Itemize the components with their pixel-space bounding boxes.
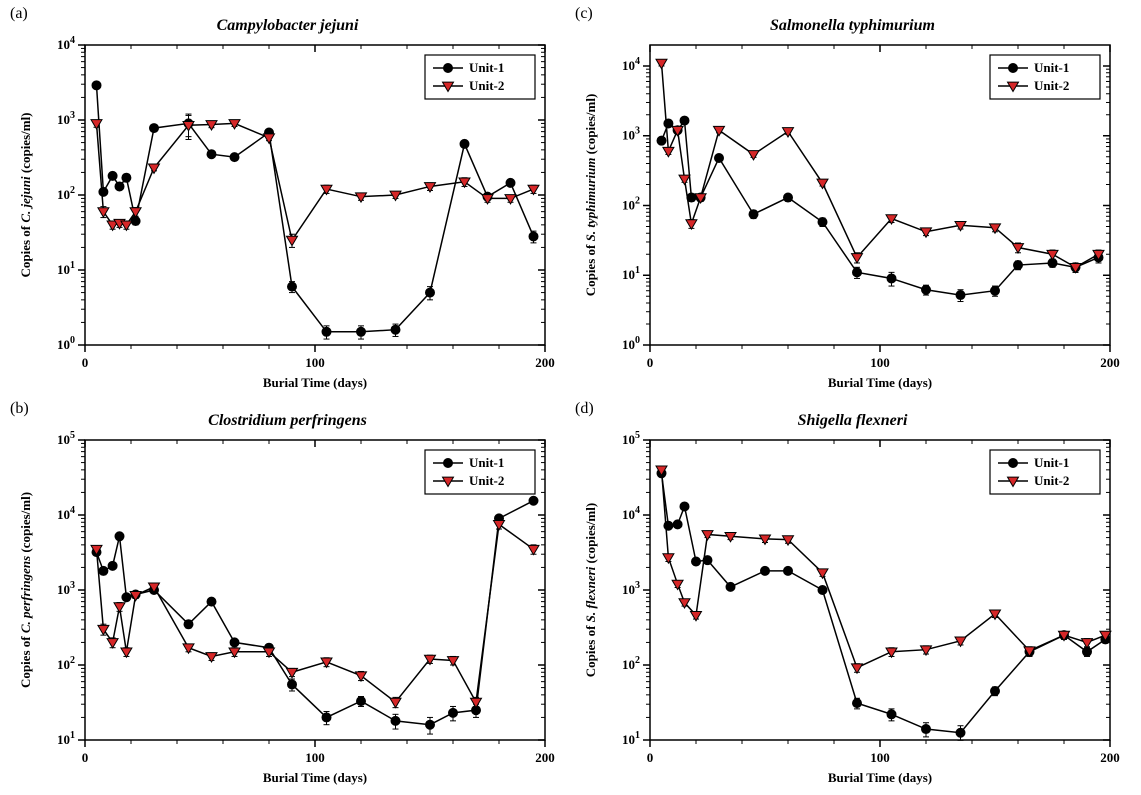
- svg-text:100: 100: [57, 335, 75, 352]
- svg-text:0: 0: [647, 750, 654, 765]
- svg-text:103: 103: [622, 580, 640, 597]
- panel-b-title: Clostridium perfringens: [10, 412, 565, 430]
- panel-d-title: Shigella flexneri: [575, 412, 1130, 430]
- svg-text:Burial Time (days): Burial Time (days): [828, 770, 932, 785]
- svg-text:Unit-1: Unit-1: [469, 60, 504, 75]
- svg-text:200: 200: [535, 355, 555, 370]
- panel-a-svg: 0 100 200 100 101 102 103 104 Burial Time (days)…: [10, 5, 565, 395]
- panel-b-svg: 0 100 200 101 102 103 104 105 Burial Time (days)…: [10, 400, 565, 790]
- svg-text:0: 0: [647, 355, 654, 370]
- svg-text:0: 0: [82, 750, 89, 765]
- panel-c: (c) Salmonella typhimurium 0100200100101…: [575, 5, 1130, 395]
- svg-text:103: 103: [57, 110, 75, 127]
- panel-d: (d) Shigella flexneri 010020010110210310…: [575, 400, 1130, 790]
- svg-text:Burial Time (days): Burial Time (days): [263, 770, 367, 785]
- svg-text:105: 105: [57, 430, 75, 447]
- panel-a: (a) Campylobacter jejuni 010020010010110…: [10, 5, 565, 395]
- svg-text:104: 104: [57, 505, 75, 522]
- svg-text:100: 100: [305, 355, 325, 370]
- svg-text:100: 100: [870, 750, 890, 765]
- svg-text:Unit-2: Unit-2: [469, 78, 504, 93]
- panel-d-svg: 0 100 200 101 102 103 104 105 Burial Time (days)…: [575, 400, 1130, 790]
- svg-text:Unit-1: Unit-1: [469, 455, 504, 470]
- svg-text:Copies of S. typhimurium (copi: Copies of S. typhimurium (copies/ml): [583, 94, 598, 297]
- svg-text:104: 104: [622, 56, 640, 73]
- svg-text:105: 105: [622, 430, 640, 447]
- svg-text:103: 103: [622, 126, 640, 143]
- panel-c-svg: 0 100 200 100 101 102 103 104 Burial Time (days)…: [575, 5, 1130, 395]
- svg-text:Copies of S. flexneri (copies/: Copies of S. flexneri (copies/ml): [583, 503, 598, 677]
- svg-text:Unit-2: Unit-2: [469, 473, 504, 488]
- svg-text:102: 102: [57, 655, 75, 672]
- svg-text:Copies of C. jejuni (copies/ml: Copies of C. jejuni (copies/ml): [18, 112, 33, 277]
- svg-text:Burial Time (days): Burial Time (days): [828, 375, 932, 390]
- svg-text:101: 101: [622, 730, 640, 747]
- svg-text:100: 100: [305, 750, 325, 765]
- svg-text:101: 101: [57, 260, 75, 277]
- svg-text:102: 102: [57, 185, 75, 202]
- svg-text:103: 103: [57, 580, 75, 597]
- svg-text:Unit-1: Unit-1: [1034, 60, 1069, 75]
- svg-text:101: 101: [622, 265, 640, 282]
- panel-a-title: Campylobacter jejuni: [10, 17, 565, 35]
- svg-text:200: 200: [1100, 355, 1120, 370]
- svg-text:200: 200: [1100, 750, 1120, 765]
- svg-text:Copies of C. perfringens (copi: Copies of C. perfringens (copies/ml): [18, 492, 33, 688]
- svg-text:104: 104: [622, 505, 640, 522]
- svg-text:Unit-1: Unit-1: [1034, 455, 1069, 470]
- svg-text:102: 102: [622, 195, 640, 212]
- svg-text:Unit-2: Unit-2: [1034, 78, 1069, 93]
- svg-text:100: 100: [870, 355, 890, 370]
- svg-text:104: 104: [57, 35, 75, 52]
- svg-text:0: 0: [82, 355, 89, 370]
- svg-text:200: 200: [535, 750, 555, 765]
- panel-b: (b) Clostridium perfringens 010020010110…: [10, 400, 565, 790]
- panel-c-title: Salmonella typhimurium: [575, 17, 1130, 35]
- svg-text:102: 102: [622, 655, 640, 672]
- svg-text:101: 101: [57, 730, 75, 747]
- svg-text:100: 100: [622, 335, 640, 352]
- figure-grid: (a) Campylobacter jejuni 010020010010110…: [0, 0, 1141, 795]
- svg-text:Unit-2: Unit-2: [1034, 473, 1069, 488]
- svg-text:Burial Time (days): Burial Time (days): [263, 375, 367, 390]
